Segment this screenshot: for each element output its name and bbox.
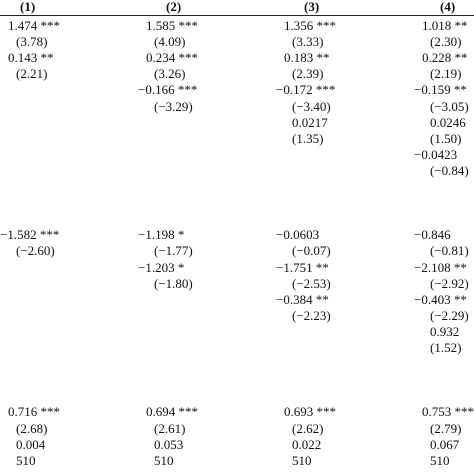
table-cell: (2.62) <box>292 420 324 436</box>
table-cell: (1.52) <box>430 340 462 355</box>
table-cell: (−0.81) <box>430 243 469 259</box>
table-cell: (−2.53) <box>292 275 331 291</box>
column-header-4: (4) <box>440 0 456 14</box>
table-cell: (1.35) <box>292 130 324 146</box>
table-cell: (−2.60) <box>16 243 55 259</box>
table-cell: 1.585 *** <box>146 18 198 33</box>
table-cell: (2.19) <box>430 66 462 82</box>
table-cell: 1.018 ** <box>422 18 468 33</box>
table-cell: (−2.29) <box>430 307 469 323</box>
table-cell: −0.166 *** <box>138 82 198 98</box>
table-cell: −0.0603 <box>276 227 320 243</box>
table-cell: −1.198 * <box>138 227 185 243</box>
table-cell: 0.004 <box>16 436 46 452</box>
table-cell: −1.582 *** <box>0 227 60 243</box>
table-cell: 0.716 *** <box>8 404 60 420</box>
table-cell: (−3.29) <box>154 98 193 114</box>
table-cell: (2.79) <box>430 420 462 436</box>
column-header-3: (3) <box>304 0 320 14</box>
table-cell: (2.68) <box>16 420 48 436</box>
table-cell: (−3.05) <box>430 98 469 114</box>
column-header-1: (1) <box>20 0 36 14</box>
table-cell: 1.474 *** <box>8 18 60 33</box>
table-cell: (4.09) <box>154 34 186 50</box>
table-cell: −0.0423 <box>414 146 458 162</box>
table-cell: 0.693 *** <box>284 404 336 420</box>
table-cell: 0.0246 <box>430 114 466 130</box>
table-cell: 1.356 *** <box>284 18 336 33</box>
table-cell: 510 <box>292 452 312 468</box>
table-cell: 0.694 *** <box>146 404 198 420</box>
table-cell: 0.143 ** <box>8 50 54 66</box>
table-cell: (2.30) <box>430 34 462 50</box>
table-cell: 0.067 <box>430 436 460 452</box>
table-cell: −0.172 *** <box>276 82 336 98</box>
table-cell: −0.159 ** <box>414 82 467 98</box>
table-cell: (−2.23) <box>292 307 331 323</box>
table-cell: (−0.07) <box>292 243 331 259</box>
table-cell: 0.183 ** <box>284 50 330 66</box>
table-cell: (3.33) <box>292 34 324 50</box>
header-rule <box>0 15 474 16</box>
table-cell: (2.39) <box>292 66 324 82</box>
table-cell: −2.108 ** <box>414 259 467 275</box>
table-cell: (−1.77) <box>154 243 193 259</box>
table-cell: 510 <box>430 452 450 468</box>
table-cell: (3.26) <box>154 66 186 82</box>
table-cell: (−3.40) <box>292 98 331 114</box>
table-cell: 0.932 <box>430 323 460 339</box>
table-cell: −1.203 * <box>138 259 185 275</box>
table-cell: 0.228 ** <box>422 50 468 66</box>
table-cell: −0.384 ** <box>276 291 329 307</box>
table-cell: (1.50) <box>430 130 462 146</box>
table-cell: −0.846 <box>414 227 451 243</box>
column-header-2: (2) <box>166 0 182 14</box>
table-cell: 510 <box>16 452 36 468</box>
table-cell: 0.234 *** <box>146 50 198 66</box>
table-cell: (−2.92) <box>430 275 469 291</box>
table-cell: (−0.84) <box>430 162 469 178</box>
table-cell: (−1.80) <box>154 275 193 291</box>
table-cell: 0.022 <box>292 436 322 452</box>
table-cell: 0.053 <box>154 436 184 452</box>
table-cell: −1.751 ** <box>276 259 329 275</box>
table-cell: (3.78) <box>16 34 48 50</box>
table-cell: (2.61) <box>154 420 186 436</box>
table-cell: 0.753 *** <box>422 404 474 420</box>
table-cell: (2.21) <box>16 66 48 82</box>
table-cell: 510 <box>154 452 174 468</box>
table-cell: −0.403 ** <box>414 291 467 307</box>
table-cell: 0.0217 <box>292 114 328 130</box>
